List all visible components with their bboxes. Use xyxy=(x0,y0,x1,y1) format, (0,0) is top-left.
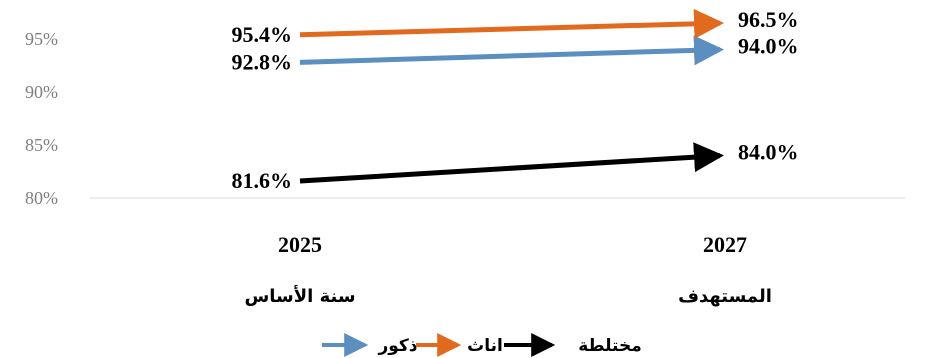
data-label: 84.0% xyxy=(738,140,799,165)
legend: ذكور اناث مختلطة xyxy=(322,333,642,357)
data-label: 96.5% xyxy=(738,7,799,32)
y-tick-label: 80% xyxy=(25,188,58,208)
data-label: 92.8% xyxy=(232,49,293,74)
y-axis-ticks: 80% 85% 90% 95% xyxy=(25,29,58,208)
series-1: 92.8% 94.0% xyxy=(232,34,799,75)
legend-item: ذكور xyxy=(322,333,418,357)
legend-label: مختلطة xyxy=(578,336,642,356)
y-tick-label: 90% xyxy=(25,82,58,102)
data-label: 81.6% xyxy=(232,168,293,193)
series-line xyxy=(299,35,724,66)
series-3: 81.6% 84.0% xyxy=(232,140,799,193)
legend-item: مختلطة xyxy=(504,333,642,357)
legend-item: اناث xyxy=(416,333,503,357)
series-2: 95.4% 96.5% xyxy=(232,7,799,47)
y-tick-label: 85% xyxy=(25,135,58,155)
data-label: 94.0% xyxy=(738,34,799,59)
legend-label: ذكور xyxy=(377,336,417,356)
series-line xyxy=(299,8,724,39)
data-label: 95.4% xyxy=(232,22,293,47)
legend-label: اناث xyxy=(467,336,503,356)
x-tick-sublabel: المستهدف xyxy=(678,286,772,307)
x-tick-sublabel: سنة الأساس xyxy=(244,285,355,307)
series-group: 92.8% 94.0% 95.4% 96.5% 81.6% 84.0% xyxy=(232,7,799,193)
series-line xyxy=(299,142,724,184)
category-labels: 2025 سنة الأساس 2027 المستهدف xyxy=(244,232,771,307)
x-tick-label: 2025 xyxy=(278,232,322,257)
y-tick-label: 95% xyxy=(25,29,58,49)
x-tick-label: 2027 xyxy=(703,232,747,257)
